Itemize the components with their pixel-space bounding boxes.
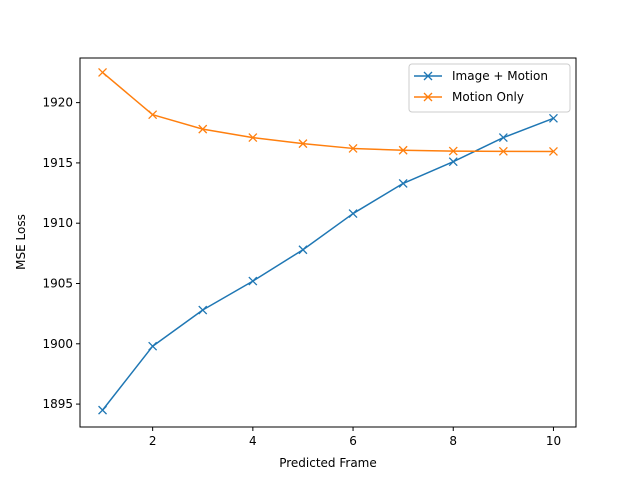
y-axis-label: MSE Loss (14, 214, 28, 270)
legend-marker-motion-only (423, 92, 433, 102)
data-point-motion-only (548, 146, 558, 156)
series-image-motion (98, 113, 558, 415)
y-axis: 1895 1900 1905 1910 1915 1920 (42, 96, 80, 411)
legend-box (408, 63, 571, 113)
data-point-motion-only (448, 146, 458, 156)
series-layer (98, 68, 558, 415)
legend-label-image-motion: Image + Motion (452, 69, 548, 83)
legend-entry-image-motion: Image + Motion (414, 69, 548, 83)
legend-label-motion-only: Motion Only (452, 90, 524, 104)
data-point-motion-only (148, 110, 158, 120)
data-point-motion-only (98, 68, 108, 77)
y-tick-label: 1910 (42, 216, 73, 230)
data-point-image-motion (248, 276, 258, 286)
data-point-image-motion (498, 133, 508, 143)
legend-entry-motion-only: Motion Only (414, 90, 524, 104)
data-point-motion-only (398, 145, 408, 155)
data-point-image-motion (448, 157, 458, 167)
data-point-image-motion (548, 113, 558, 123)
series-line-image-motion (101, 117, 554, 411)
x-tick-label: 6 (349, 434, 357, 448)
data-point-motion-only (248, 133, 258, 143)
series-line-motion-only (102, 71, 554, 153)
x-axis-label: Predicted Frame (279, 456, 377, 470)
legend-x-marker (423, 92, 433, 102)
y-tick-label: 1895 (42, 397, 73, 411)
y-tick-label: 1900 (42, 337, 73, 351)
data-point-motion-only (298, 139, 308, 149)
data-point-motion-only (198, 124, 208, 134)
x-tick-label: 10 (546, 434, 561, 448)
y-tick-label: 1915 (42, 156, 73, 170)
x-tick-label: 8 (449, 434, 457, 448)
legend: Image + Motion Motion Only (408, 63, 571, 113)
x-tick-label: 2 (149, 434, 157, 448)
data-point-image-motion (298, 245, 308, 255)
series-motion-only (98, 68, 558, 156)
data-point-image-motion (98, 405, 108, 415)
data-point-motion-only (348, 143, 358, 153)
data-point-motion-only (498, 146, 508, 156)
y-tick-label: 1920 (42, 96, 73, 110)
legend-marker-image-motion (423, 71, 433, 81)
x-tick-label: 4 (249, 434, 257, 448)
y-tick-label: 1905 (42, 277, 73, 291)
data-point-image-motion (148, 341, 158, 351)
data-point-image-motion (398, 178, 408, 188)
data-point-image-motion (198, 305, 208, 315)
plot-area-frame (79, 57, 577, 428)
data-point-image-motion (348, 209, 358, 219)
legend-x-marker (423, 71, 433, 81)
x-axis: 2 4 6 8 10 (149, 427, 561, 448)
